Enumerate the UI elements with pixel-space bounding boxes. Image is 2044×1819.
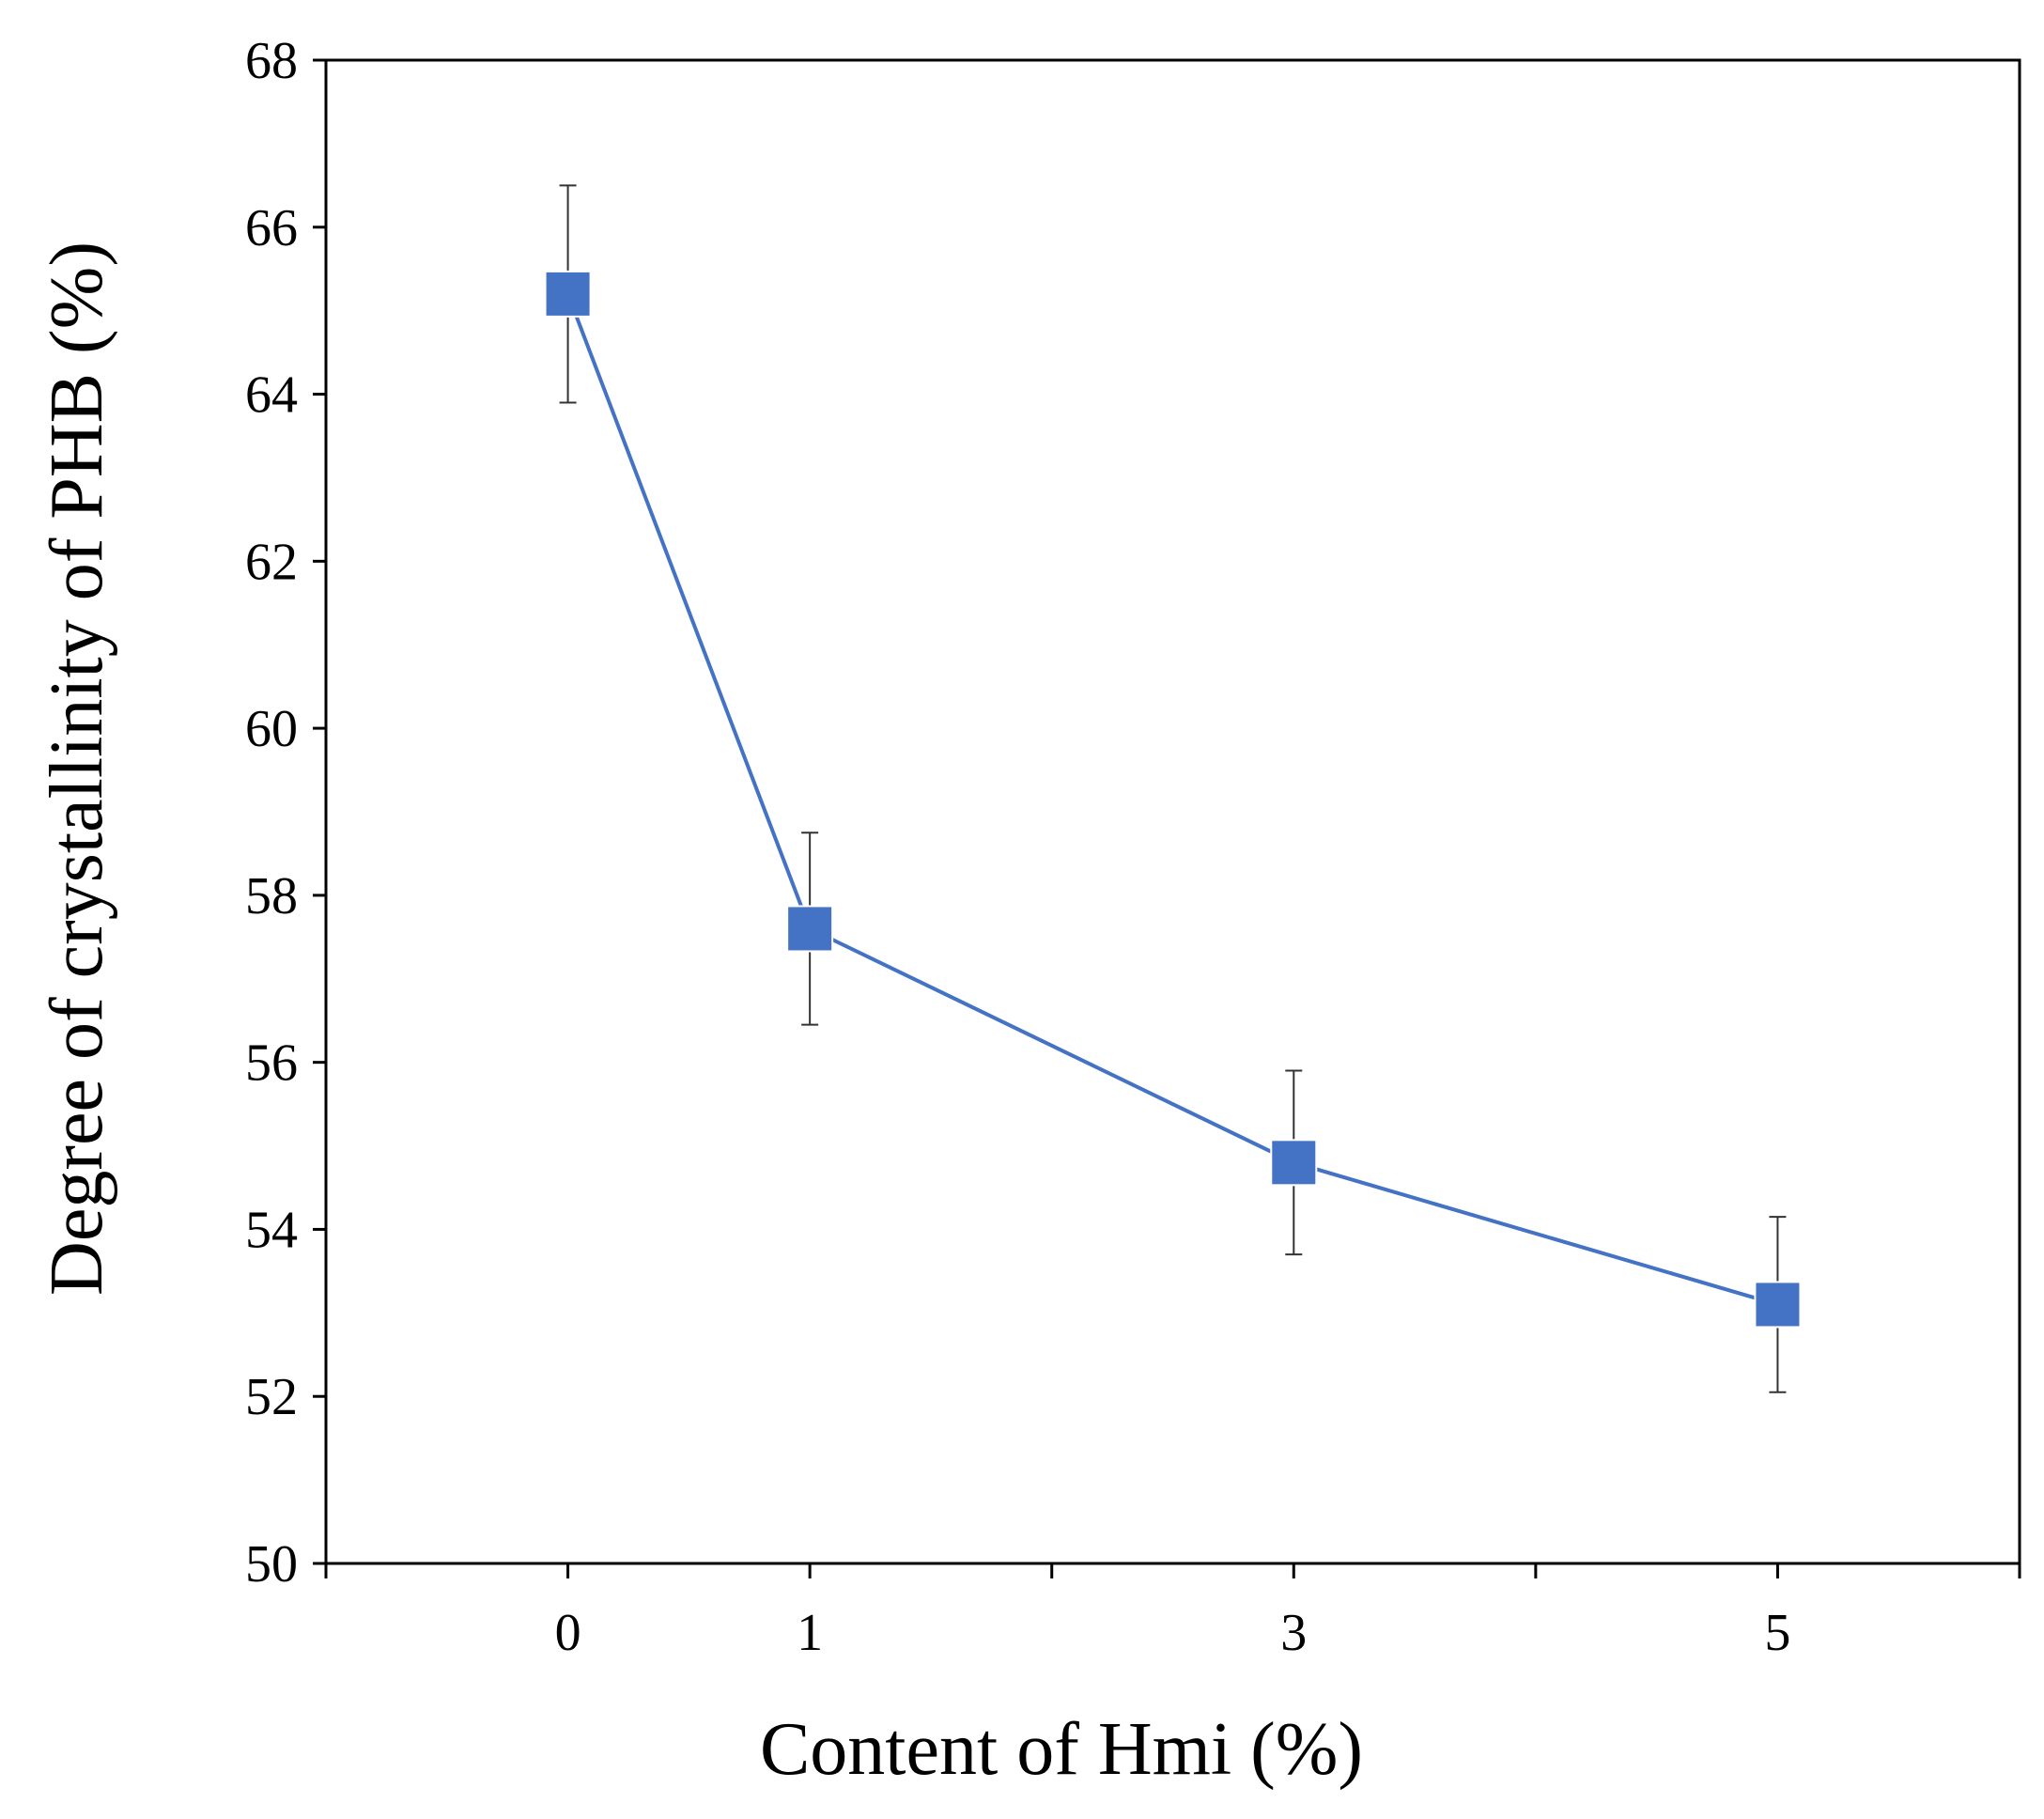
y-tick-label: 54 — [245, 1201, 298, 1259]
plot-border — [324, 58, 2021, 1565]
y-tick-label: 64 — [245, 366, 298, 425]
y-tick-label: 62 — [245, 533, 298, 591]
data-point-marker — [1754, 1281, 1802, 1329]
data-point-marker — [544, 270, 592, 318]
series-line — [565, 293, 1778, 1307]
x-axis-title: Content of Hmi (%) — [760, 1708, 1363, 1791]
y-tick-label: 66 — [245, 199, 298, 257]
x-tick-label: 1 — [797, 1604, 823, 1662]
series-line-group — [544, 184, 1802, 1393]
y-tick-label: 52 — [245, 1368, 298, 1426]
data-point-marker — [1270, 1139, 1318, 1187]
x-tick-label: 5 — [1764, 1604, 1790, 1662]
y-tick-label: 60 — [245, 700, 298, 758]
data-point-marker — [786, 905, 834, 953]
x-axis-ticks: 0 1 3 5 — [324, 1563, 2021, 1662]
y-tick-label: 58 — [245, 867, 298, 925]
x-tick-label: 0 — [555, 1604, 581, 1662]
y-axis-title: Degree of crystallinity of PHB (%) — [36, 241, 118, 1296]
y-tick-label: 50 — [245, 1535, 298, 1594]
x-tick-label: 3 — [1280, 1604, 1307, 1662]
y-tick-label: 56 — [245, 1034, 298, 1093]
y-tick-label: 68 — [245, 32, 298, 90]
y-axis-ticks: 50 52 54 56 58 60 62 64 66 68 — [245, 32, 326, 1594]
plot-frame — [324, 58, 2021, 1565]
